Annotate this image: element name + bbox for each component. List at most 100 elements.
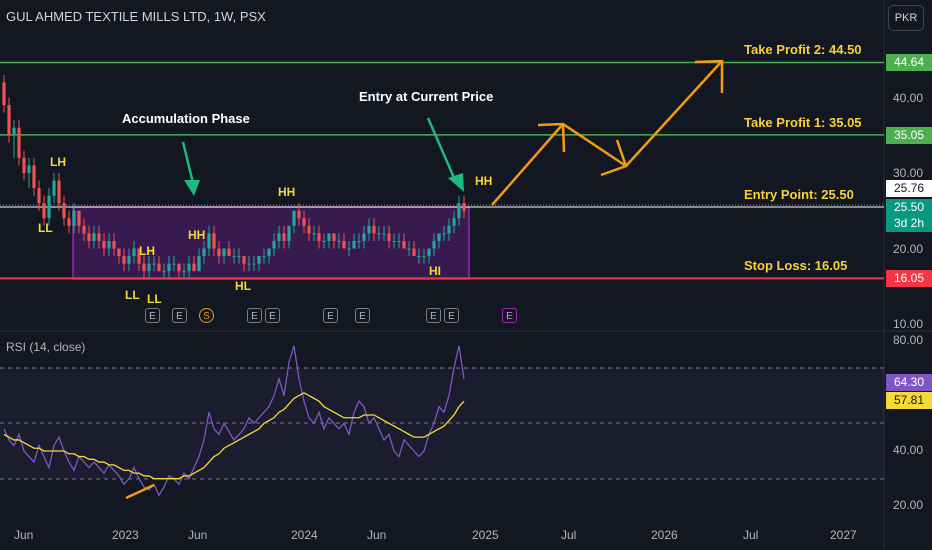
candle-body[interactable]: [17, 127, 21, 158]
candle-body[interactable]: [387, 233, 391, 241]
candle-body[interactable]: [147, 263, 151, 272]
candle-body[interactable]: [382, 233, 386, 235]
candle-body[interactable]: [207, 233, 211, 249]
candle-body[interactable]: [112, 240, 116, 249]
candle-body[interactable]: [92, 233, 96, 241]
candle-body[interactable]: [182, 271, 186, 273]
candle-body[interactable]: [237, 256, 241, 258]
candle-body[interactable]: [32, 165, 36, 189]
earnings-event-marker[interactable]: E: [247, 308, 262, 323]
candle-body[interactable]: [367, 225, 371, 234]
candle-body[interactable]: [132, 248, 136, 257]
candle-body[interactable]: [227, 248, 231, 257]
candle-body[interactable]: [322, 240, 326, 242]
candle-body[interactable]: [392, 240, 396, 242]
candle-body[interactable]: [27, 165, 31, 173]
candle-body[interactable]: [407, 248, 411, 250]
candle-body[interactable]: [197, 256, 201, 272]
symbol-title[interactable]: GUL AHMED TEXTILE MILLS LTD, 1W, PSX: [6, 9, 266, 24]
candle-body[interactable]: [257, 256, 261, 264]
candle-body[interactable]: [317, 233, 321, 241]
candle-body[interactable]: [422, 256, 426, 258]
candle-body[interactable]: [57, 180, 61, 204]
candle-body[interactable]: [432, 240, 436, 249]
candle-body[interactable]: [277, 233, 281, 241]
candle-body[interactable]: [152, 263, 156, 265]
candle-body[interactable]: [7, 105, 11, 136]
candle-body[interactable]: [312, 233, 316, 235]
rsi-line[interactable]: [3, 345, 465, 497]
candle-body[interactable]: [452, 218, 456, 226]
candle-body[interactable]: [447, 225, 451, 234]
candle-body[interactable]: [462, 203, 466, 211]
split-event-marker[interactable]: S: [199, 308, 214, 323]
candle-body[interactable]: [397, 240, 401, 242]
candle-body[interactable]: [82, 225, 86, 234]
candle-body[interactable]: [247, 263, 251, 265]
candle-body[interactable]: [107, 240, 111, 249]
candle-body[interactable]: [232, 256, 236, 258]
candle-body[interactable]: [377, 233, 381, 235]
candle-body[interactable]: [222, 248, 226, 257]
candle-body[interactable]: [122, 256, 126, 264]
candle-body[interactable]: [12, 127, 16, 136]
candle-body[interactable]: [267, 248, 271, 257]
candle-body[interactable]: [37, 188, 41, 204]
projection-leg-1[interactable]: [491, 123, 564, 206]
candle-body[interactable]: [42, 203, 46, 219]
candle-body[interactable]: [287, 225, 291, 241]
candle-body[interactable]: [52, 180, 56, 196]
candle-body[interactable]: [437, 233, 441, 241]
accumulation-box[interactable]: [72, 206, 470, 280]
earnings-event-marker[interactable]: E: [444, 308, 459, 323]
candle-body[interactable]: [457, 203, 461, 219]
candle-body[interactable]: [62, 203, 66, 219]
candle-body[interactable]: [262, 256, 266, 258]
projection-leg-2[interactable]: [562, 122, 627, 168]
candle-body[interactable]: [242, 256, 246, 264]
candle-body[interactable]: [187, 263, 191, 272]
candle-body[interactable]: [192, 263, 196, 272]
candle-body[interactable]: [347, 248, 351, 250]
candle-body[interactable]: [72, 210, 76, 226]
candle-body[interactable]: [362, 233, 366, 241]
candle-body[interactable]: [282, 233, 286, 241]
candle-body[interactable]: [217, 248, 221, 257]
candle-body[interactable]: [167, 263, 171, 272]
candle-body[interactable]: [157, 263, 161, 272]
candle-body[interactable]: [427, 248, 431, 257]
candle-body[interactable]: [2, 82, 6, 106]
candle-body[interactable]: [117, 248, 121, 257]
earnings-event-marker[interactable]: E: [323, 308, 338, 323]
candle-body[interactable]: [352, 240, 356, 249]
currency-button[interactable]: PKR: [888, 5, 924, 31]
candle-body[interactable]: [372, 225, 376, 234]
candle-body[interactable]: [162, 271, 166, 273]
candle-body[interactable]: [417, 256, 421, 258]
candle-body[interactable]: [172, 263, 176, 265]
earnings-event-marker[interactable]: E: [172, 308, 187, 323]
candle-body[interactable]: [87, 233, 91, 241]
candle-body[interactable]: [177, 263, 181, 272]
candle-body[interactable]: [302, 218, 306, 226]
candle-body[interactable]: [327, 233, 331, 241]
candle-body[interactable]: [292, 210, 296, 226]
candle-body[interactable]: [412, 248, 416, 257]
candle-body[interactable]: [22, 157, 26, 173]
candle-body[interactable]: [212, 233, 216, 249]
earnings-event-marker[interactable]: E: [145, 308, 160, 323]
rsi-title[interactable]: RSI (14, close): [6, 340, 86, 354]
candle-body[interactable]: [402, 240, 406, 249]
earnings-event-marker[interactable]: E: [426, 308, 441, 323]
candle-body[interactable]: [47, 195, 51, 219]
candle-body[interactable]: [202, 248, 206, 257]
candle-body[interactable]: [127, 256, 131, 264]
candle-body[interactable]: [137, 248, 141, 264]
candle-body[interactable]: [442, 233, 446, 235]
candle-body[interactable]: [97, 233, 101, 241]
candle-body[interactable]: [272, 240, 276, 249]
candle-body[interactable]: [252, 263, 256, 265]
candle-body[interactable]: [337, 240, 341, 242]
earnings-event-marker[interactable]: E: [265, 308, 280, 323]
